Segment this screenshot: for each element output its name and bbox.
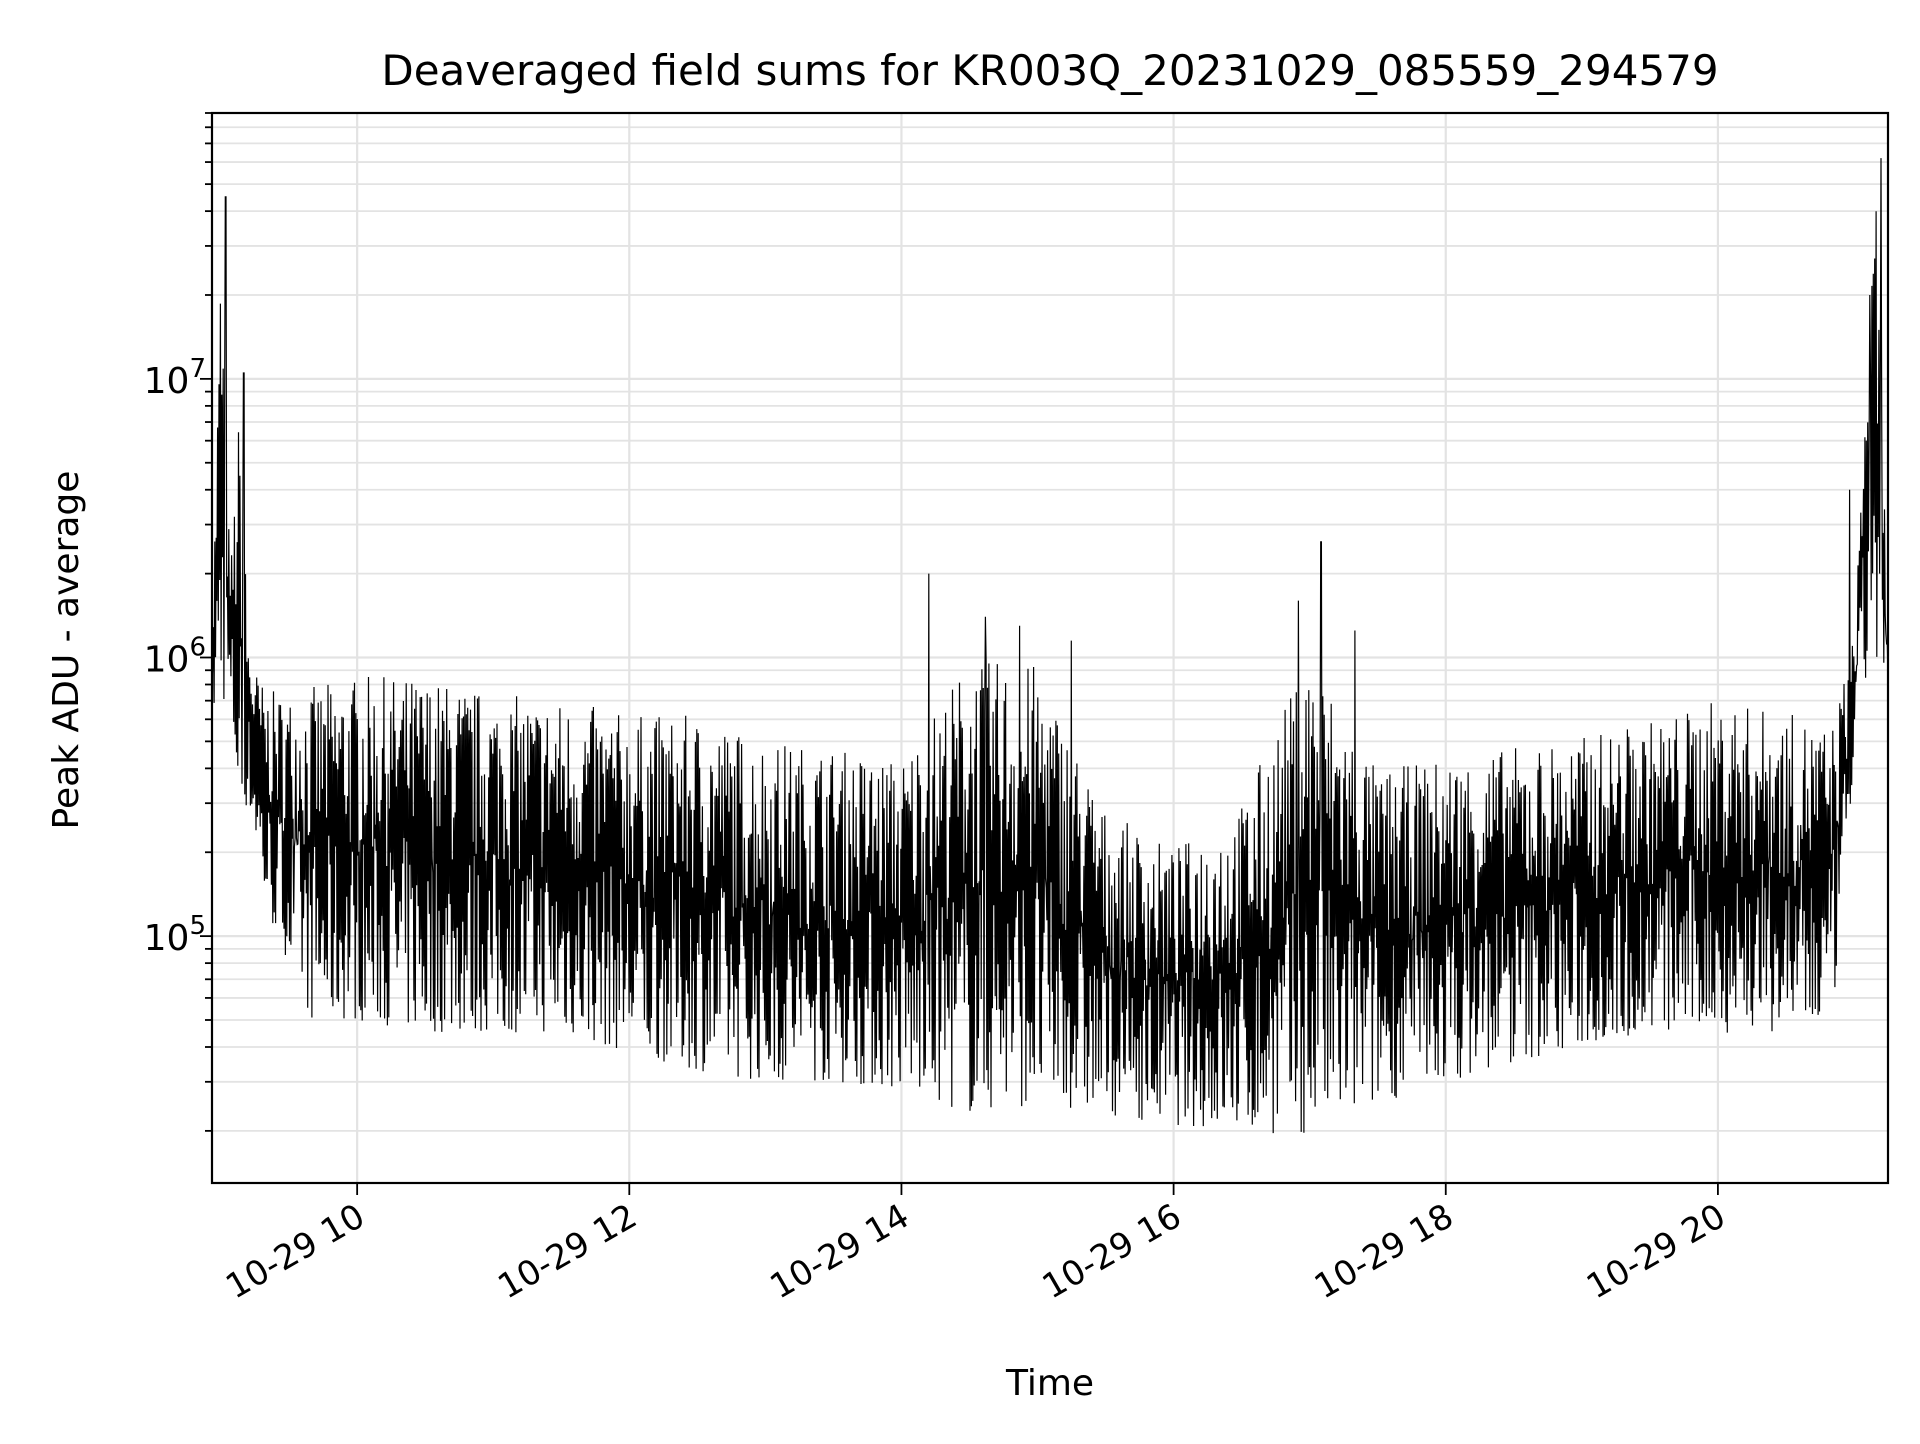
y-tick-base: 10: [144, 639, 190, 680]
y-tick-exponent: 6: [189, 632, 206, 662]
y-tick-label: 106: [144, 632, 206, 680]
y-tick-exponent: 5: [189, 911, 206, 941]
y-tick-base: 10: [144, 361, 190, 402]
y-tick-label: 105: [144, 911, 206, 959]
data-layer: [211, 158, 1889, 1134]
data-series-line: [211, 158, 1889, 1134]
x-axis-label: Time: [1005, 1363, 1094, 1404]
y-tick-label: 107: [144, 354, 206, 402]
y-axis-label: Peak ADU - average: [46, 471, 87, 830]
plot-frame: [210, 111, 1890, 1185]
chart-title: Deaveraged field sums for KR003Q_2023102…: [381, 46, 1718, 95]
y-tick-exponent: 7: [189, 354, 206, 384]
y-tick-base: 10: [144, 918, 190, 959]
